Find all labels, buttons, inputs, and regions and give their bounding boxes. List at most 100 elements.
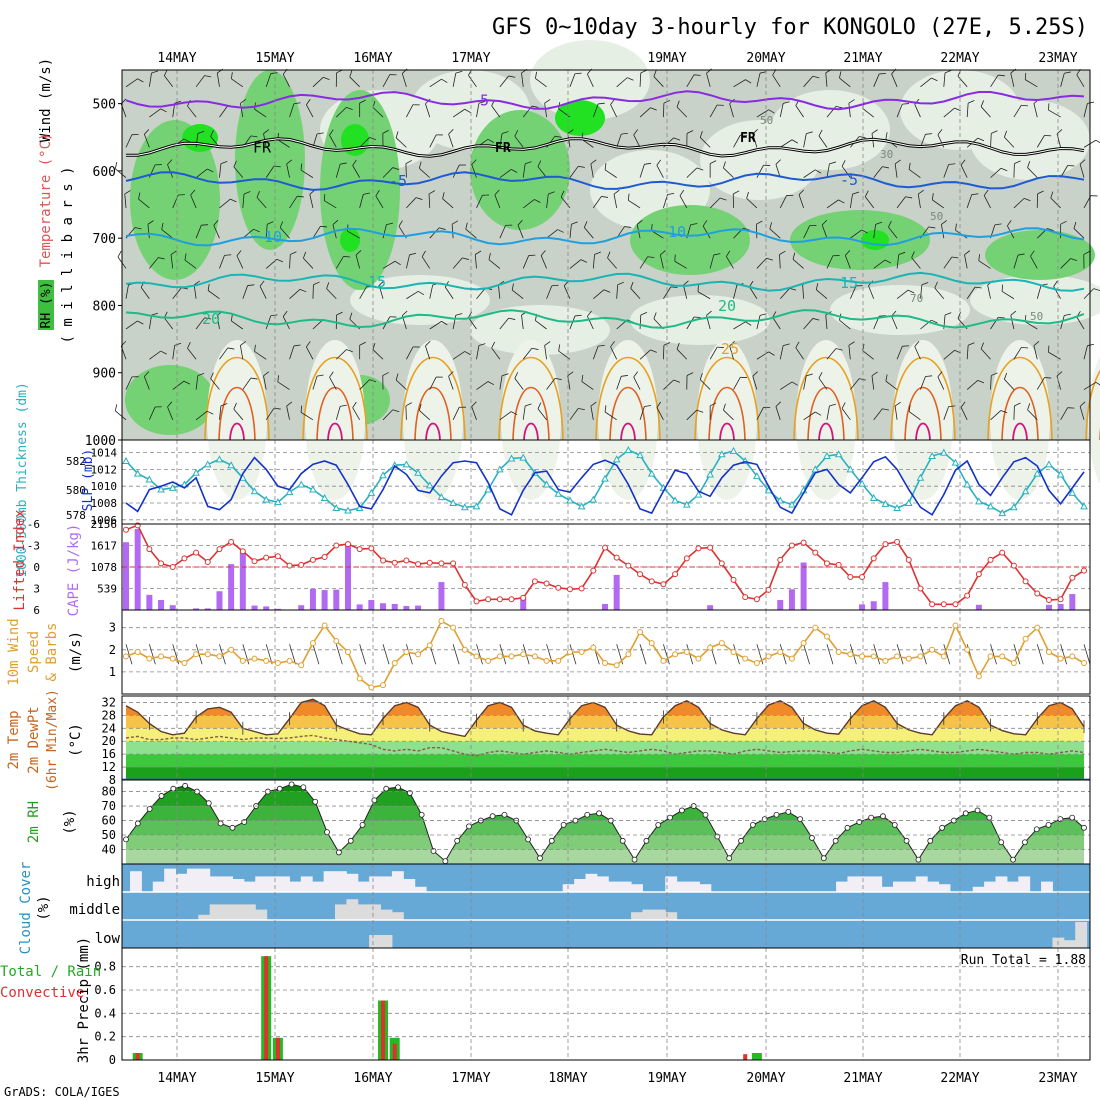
wind-speed-line-marker (239, 657, 246, 664)
lifted-index-line-marker (286, 562, 293, 569)
wind-barb-feather (882, 166, 889, 169)
wind-barb (569, 221, 578, 239)
thickness-line-marker (168, 483, 177, 491)
wind-barb-staff (265, 224, 268, 239)
wind-barb-feather (723, 161, 726, 169)
thickness-line-marker (612, 455, 621, 463)
wind-barb (161, 222, 173, 239)
wind-barb (242, 377, 258, 390)
wind-speed-line-marker (683, 649, 690, 655)
rh-axis-label: RH (%) (39, 282, 54, 329)
wind-barb (289, 102, 301, 118)
lifted-index-line-marker (204, 558, 211, 565)
rh-marker (312, 798, 319, 805)
wind-barb-feather (882, 408, 889, 411)
wind-barb-feather (349, 312, 353, 320)
isotherm-label: FR (495, 141, 511, 156)
wind-barb-feather (815, 411, 822, 416)
wind-barb-feather (389, 316, 397, 318)
wind-barb-feather (902, 103, 910, 105)
wind-barb (639, 69, 648, 87)
wind-barb-feather (510, 411, 518, 416)
wind-barb-staff (395, 379, 407, 390)
wind-barb (1036, 134, 1052, 148)
rh-contour-label: 70 (910, 292, 923, 305)
wind-barb (421, 250, 431, 269)
wind-axis-label: Wind (m/s) (38, 58, 54, 142)
wind-barb-feather (871, 129, 878, 134)
wind-barb-staff (888, 226, 898, 239)
lifted-index-line-marker (1010, 562, 1017, 569)
rh-marker (229, 824, 236, 831)
wind-barb (911, 251, 921, 269)
wind-barb-feather (998, 74, 1005, 77)
cape-tick-label: 539 (97, 583, 117, 596)
wind-barb (1083, 101, 1095, 118)
wind-barb-staff (839, 77, 851, 88)
wind-barb (709, 104, 724, 118)
wind-barb-feather (977, 379, 985, 384)
rh-marker (820, 855, 827, 862)
wind-barb-feather (254, 344, 256, 352)
pressure-tick-label: 1000 (85, 434, 116, 449)
cloud-bar-high (858, 876, 871, 892)
thickness-line-marker (332, 503, 341, 512)
wind-barb-feather (540, 250, 546, 256)
wind-barb-feather (151, 312, 159, 316)
wind-barb (964, 250, 971, 269)
cloud-bar-high (266, 876, 279, 892)
wind-speed-line-marker (1034, 624, 1041, 631)
wind-barb-feather (991, 130, 998, 134)
wind-speed-line-marker (298, 662, 305, 669)
wind-barb-feather (977, 137, 985, 142)
wind-speed-line-marker (847, 651, 854, 658)
wind-barb-staff (569, 259, 582, 269)
wind-barb (429, 227, 446, 239)
wind-barb-feather (167, 401, 173, 408)
slp-tick-label: 1010 (91, 480, 118, 493)
wind-barb (746, 191, 758, 209)
wind-barb (756, 257, 773, 269)
wind-barb (448, 371, 454, 390)
wind-barb-staff (1010, 315, 1015, 330)
wind-barb (769, 222, 781, 239)
wind-barb-staff (115, 168, 127, 178)
rh-moist-region (790, 210, 930, 270)
wind-barb (980, 342, 991, 360)
wind-barb-feather (763, 407, 771, 409)
wind-speed-line-marker (485, 657, 492, 664)
wind-barb-staff (815, 289, 828, 300)
wind-barb-10m (148, 644, 156, 665)
cloud-bar-high (323, 871, 336, 892)
wind-barb-feather (511, 283, 514, 291)
wind-barb-staff (147, 224, 150, 239)
wind-barb-staff (844, 255, 851, 269)
wind-barb-staff (674, 260, 687, 269)
lifted-index-line-marker (590, 567, 597, 574)
wind-barb-staff (324, 200, 337, 209)
cloud-bar-high (995, 876, 1008, 892)
thickness-line-marker (437, 493, 446, 501)
top-date-label: 22MAY (940, 51, 979, 66)
wind-barb-staff (943, 72, 946, 87)
wind-barb-staff (659, 254, 664, 269)
wind-barb (1060, 313, 1071, 330)
wind-barb-staff (1025, 321, 1038, 330)
wind-barb-feather (775, 159, 781, 165)
wind-barb-feather (699, 130, 703, 138)
wind-barb-staff (960, 164, 968, 178)
wind-barb-feather (759, 313, 767, 316)
isotherm-30 (302, 356, 368, 441)
cloud-bar-high (847, 876, 860, 892)
isotherm-label: FR (253, 138, 272, 156)
wind-barb (990, 410, 1008, 421)
wind-barb-feather (316, 132, 324, 135)
wind-barb (259, 280, 267, 299)
wind-barb (148, 312, 159, 330)
wind-barb-staff (335, 256, 344, 269)
thickness-line-marker (951, 458, 960, 466)
wind-barb (219, 403, 228, 420)
wind-barb-feather (355, 250, 362, 256)
temp-axis-label-2: 2m DewPt (26, 706, 42, 773)
wind-barb-staff (894, 405, 898, 420)
